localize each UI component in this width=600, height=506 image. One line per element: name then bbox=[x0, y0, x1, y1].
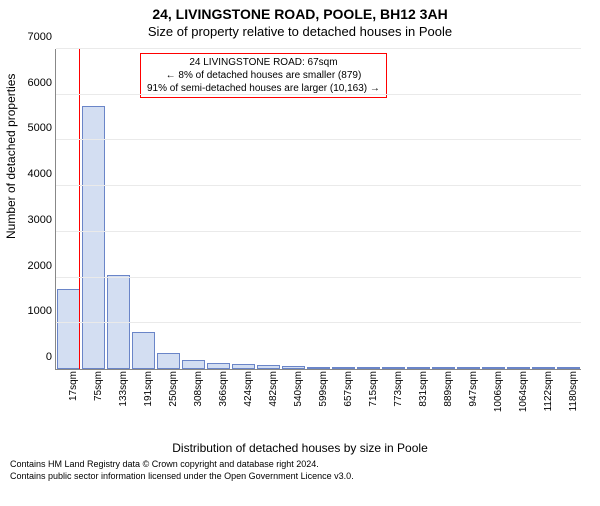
x-tick-label: 947sqm bbox=[468, 371, 479, 407]
x-tick-container: 17sqm 75sqm 133sqm 191sqm 250sqm 308sqm 366sqm… bbox=[55, 371, 580, 431]
x-tick-label: 482sqm bbox=[268, 371, 279, 407]
histogram-bar bbox=[407, 367, 430, 369]
footnote-line2: Contains public sector information licen… bbox=[10, 471, 590, 483]
x-tick-label: 424sqm bbox=[243, 371, 254, 407]
histogram-bar bbox=[257, 365, 280, 369]
x-tick-label: 17sqm bbox=[68, 371, 79, 401]
x-axis-label: Distribution of detached houses by size … bbox=[0, 441, 600, 455]
histogram-bar bbox=[132, 332, 155, 369]
property-marker-line bbox=[79, 49, 80, 369]
histogram-bar bbox=[207, 363, 230, 369]
x-tick-label: 715sqm bbox=[368, 371, 379, 407]
y-tick-label: 6000 bbox=[28, 77, 56, 89]
x-tick-label: 133sqm bbox=[118, 371, 129, 407]
histogram-bar bbox=[482, 367, 505, 369]
annotation-box: 24 LIVINGSTONE ROAD: 67sqm ← 8% of detac… bbox=[140, 53, 387, 98]
x-tick-label: 599sqm bbox=[318, 371, 329, 407]
gridline bbox=[56, 322, 581, 323]
histogram-bar bbox=[382, 367, 405, 369]
histogram-bar bbox=[82, 106, 105, 369]
x-tick-label: 773sqm bbox=[393, 371, 404, 407]
footnote-line1: Contains HM Land Registry data © Crown c… bbox=[10, 459, 590, 471]
x-tick-label: 889sqm bbox=[443, 371, 454, 407]
gridline bbox=[56, 185, 581, 186]
x-tick-label: 308sqm bbox=[193, 371, 204, 407]
histogram-bar bbox=[532, 367, 555, 369]
footnote: Contains HM Land Registry data © Crown c… bbox=[10, 459, 590, 482]
y-tick-label: 3000 bbox=[28, 214, 56, 226]
gridline bbox=[56, 48, 581, 49]
x-tick-label: 1122sqm bbox=[543, 371, 554, 411]
x-tick-label: 1180sqm bbox=[568, 371, 579, 411]
gridline bbox=[56, 231, 581, 232]
gridline bbox=[56, 94, 581, 95]
histogram-bar bbox=[507, 367, 530, 369]
histogram-chart: Number of detached properties 24 LIVINGS… bbox=[0, 39, 600, 439]
x-tick-label: 657sqm bbox=[343, 371, 354, 407]
histogram-bar bbox=[57, 289, 80, 369]
x-tick-label: 250sqm bbox=[168, 371, 179, 407]
x-tick-label: 366sqm bbox=[218, 371, 229, 407]
y-tick-label: 1000 bbox=[28, 305, 56, 317]
plot-area: 24 LIVINGSTONE ROAD: 67sqm ← 8% of detac… bbox=[55, 49, 581, 370]
y-tick-label: 0 bbox=[46, 351, 56, 363]
x-tick-label: 831sqm bbox=[418, 371, 429, 407]
x-tick-label: 1006sqm bbox=[493, 371, 504, 412]
gridline bbox=[56, 277, 581, 278]
chart-subtitle: Size of property relative to detached ho… bbox=[0, 24, 600, 39]
y-tick-label: 2000 bbox=[28, 260, 56, 272]
histogram-bar bbox=[332, 367, 355, 369]
histogram-bar bbox=[182, 360, 205, 369]
histogram-bar bbox=[232, 364, 255, 369]
histogram-bar bbox=[357, 367, 380, 369]
x-tick-label: 1064sqm bbox=[518, 371, 529, 412]
histogram-bar bbox=[557, 367, 580, 369]
gridline bbox=[56, 139, 581, 140]
x-tick-label: 191sqm bbox=[143, 371, 154, 407]
histogram-bar bbox=[282, 366, 305, 369]
histogram-bar bbox=[457, 367, 480, 369]
y-tick-label: 5000 bbox=[28, 122, 56, 134]
y-axis-label: Number of detached properties bbox=[4, 74, 18, 239]
annotation-line1: 24 LIVINGSTONE ROAD: 67sqm bbox=[147, 56, 380, 69]
histogram-bar bbox=[432, 367, 455, 369]
y-tick-label: 4000 bbox=[28, 168, 56, 180]
x-tick-label: 540sqm bbox=[293, 371, 304, 407]
histogram-bar bbox=[157, 353, 180, 369]
address-title: 24, LIVINGSTONE ROAD, POOLE, BH12 3AH bbox=[0, 6, 600, 22]
histogram-bar bbox=[307, 367, 330, 369]
x-tick-label: 75sqm bbox=[93, 371, 104, 401]
annotation-line2: ← 8% of detached houses are smaller (879… bbox=[147, 69, 380, 82]
y-tick-label: 7000 bbox=[28, 31, 56, 43]
